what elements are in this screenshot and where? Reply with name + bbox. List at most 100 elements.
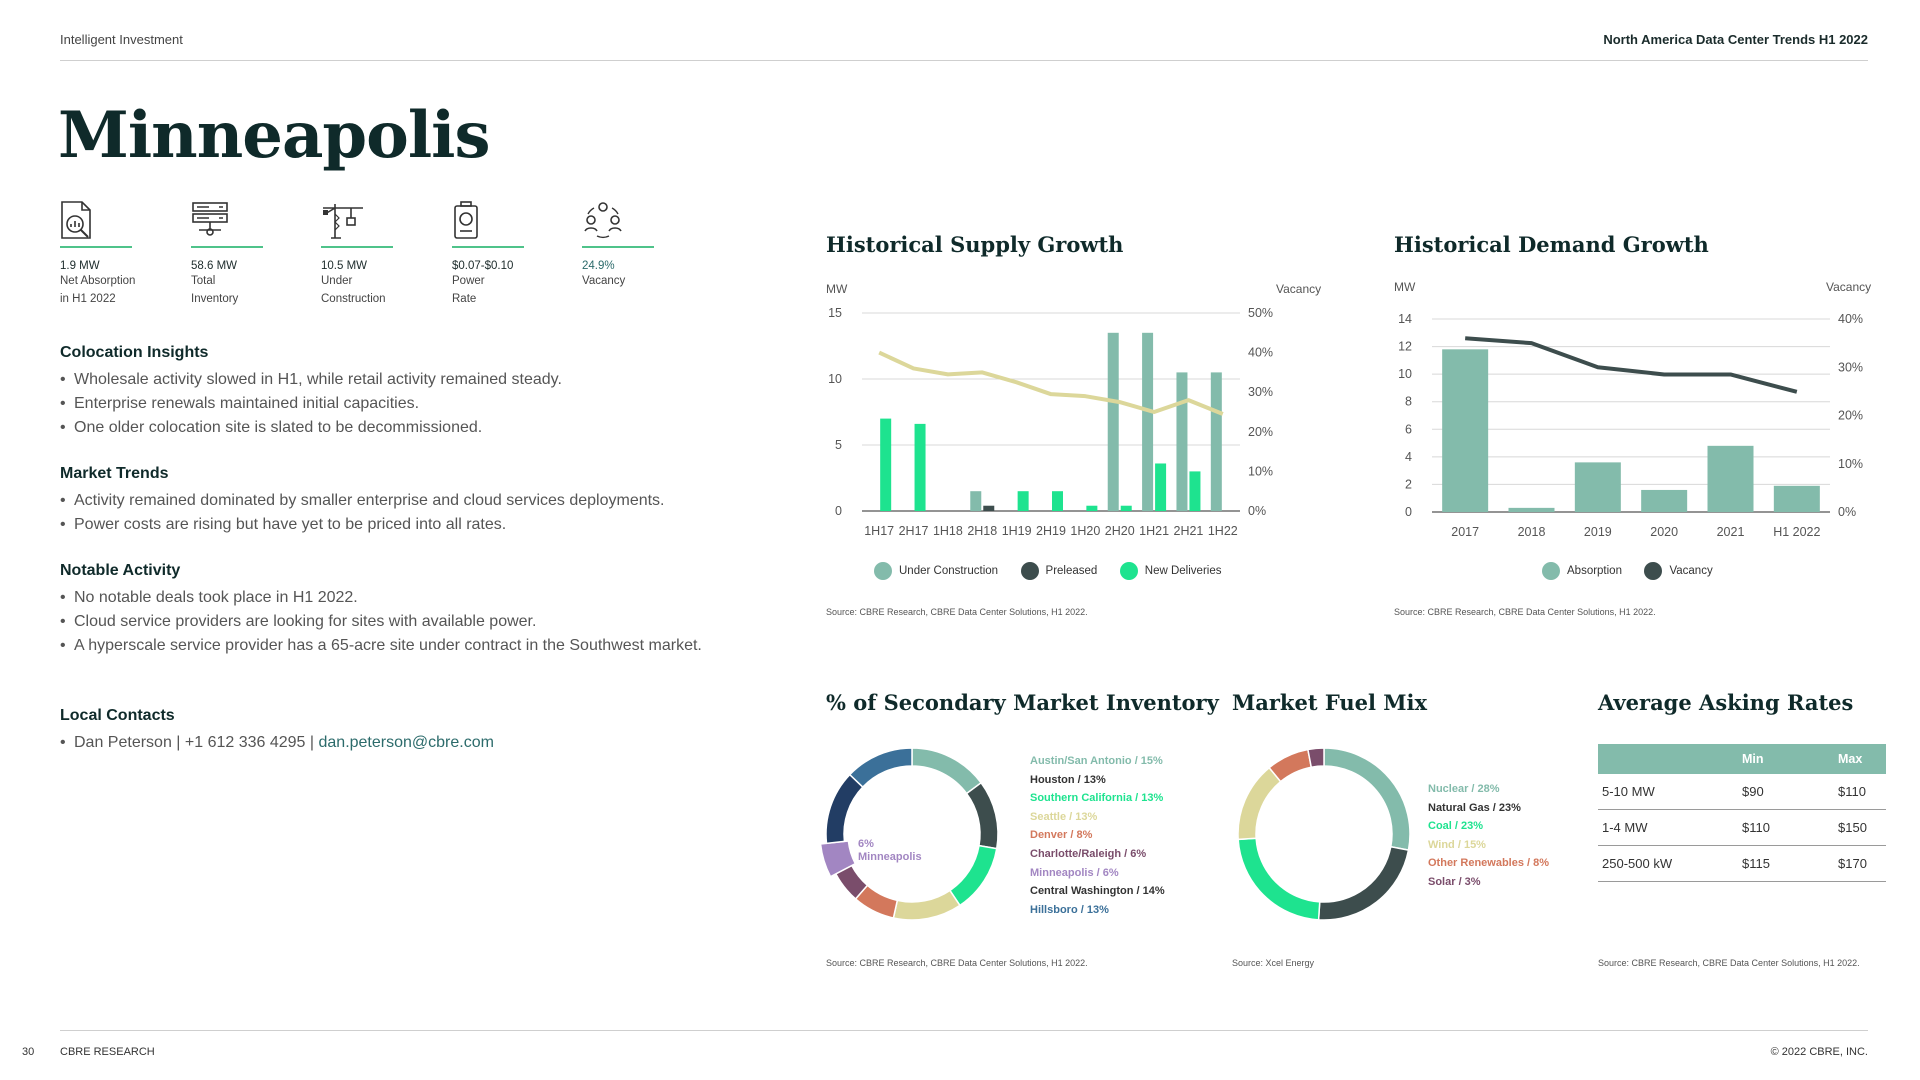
stat-under-construction: 10.5 MW Under Construction: [321, 200, 439, 308]
y-tick-label: 0: [835, 504, 842, 518]
stat-underline: [60, 246, 132, 248]
fuel-mix-source: Source: Xcel Energy: [1232, 958, 1315, 968]
y2-tick-label: 30%: [1838, 360, 1863, 374]
table-row: 250-500 kW $115 $170: [1598, 845, 1886, 882]
legend-label: New Deliveries: [1144, 565, 1222, 577]
bar: [1155, 463, 1167, 511]
legend-item: Under Construction: [874, 562, 998, 580]
donut-legend-label: Minneapolis / 6%: [1030, 866, 1119, 879]
page-number: 30: [22, 1046, 35, 1058]
legend-swatch: [1119, 562, 1138, 580]
stat-underline: [452, 246, 524, 248]
stat-label: Vacancy: [582, 275, 626, 287]
stat-label: Under: [321, 275, 353, 287]
donut-slice: [1237, 766, 1282, 841]
donut-slice: [911, 747, 983, 795]
donut-legend-label: Houston / 13%: [1030, 773, 1106, 786]
notable-activity-section: Notable Activity No notable deals took p…: [60, 562, 760, 658]
bar: [983, 505, 995, 511]
contact-email-link[interactable]: dan.peterson@cbre.com: [314, 734, 494, 751]
vacancy-line: [878, 350, 1224, 416]
y-tick-label: 10: [1398, 367, 1412, 381]
supply-chart: 0 5 10 15 0% 10% 20% 30% 40% 50% 1H17 2H17 1H18 2H18 1…: [828, 306, 1273, 538]
contact-info: Dan Peterson | +1 612 336 4295 |: [74, 734, 315, 751]
y-tick-label: 14: [1398, 312, 1412, 326]
supply-legend: Under Construction Preleased New Deliver…: [874, 562, 1239, 585]
bar: [1773, 485, 1820, 512]
donut-legend-label: Central Washington / 14%: [1030, 885, 1165, 898]
table-header-max: Max: [1832, 744, 1886, 774]
bar: [880, 418, 892, 511]
donut-legend-label: Southern California / 13%: [1030, 792, 1164, 805]
table-cell: 250-500 kW: [1598, 845, 1736, 882]
asking-rates-title: Average Asking Rates: [1598, 690, 1854, 715]
list-item: Activity remained dominated by smaller e…: [60, 489, 760, 513]
bar: [1442, 349, 1489, 512]
fuel-mix-chart-title: Market Fuel Mix: [1232, 690, 1428, 715]
demand-y2-axis-label: Vacancy: [1826, 280, 1872, 294]
section-heading: Colocation Insights: [60, 344, 209, 361]
legend-label: Preleased: [1045, 565, 1098, 577]
bar: [1142, 332, 1154, 511]
list-item: No notable deals took place in H1 2022.: [60, 586, 760, 610]
header-divider: [60, 60, 1868, 61]
donut-legend-label: Hillsboro / 13%: [1030, 903, 1109, 916]
legend-swatch: [1644, 562, 1663, 580]
x-tick-label: H1 2022: [1773, 525, 1820, 539]
list-item: One older colocation site is slated to b…: [60, 416, 760, 440]
stat-label: in H1 2022: [60, 293, 116, 305]
x-tick-label: 1H20: [1070, 524, 1100, 538]
stat-label: Rate: [452, 293, 477, 305]
y-tick-label: 8: [1405, 395, 1412, 409]
x-tick-label: 1H17: [864, 524, 894, 538]
donut-slice: [848, 747, 913, 789]
supply-chart-title: Historical Supply Growth: [826, 232, 1124, 257]
stat-label: Power: [452, 275, 485, 287]
supply-y2-axis-label: Vacancy: [1276, 282, 1322, 296]
legend-item: New Deliveries: [1119, 562, 1222, 580]
list-item: Wholesale activity slowed in H1, while r…: [60, 368, 760, 392]
fuel-mix-donut: [1237, 747, 1411, 921]
absorption-report-icon: [60, 200, 104, 240]
y2-tick-label: 40%: [1838, 312, 1863, 326]
donut-slice: [1237, 837, 1321, 921]
table-cell: 1-4 MW: [1598, 809, 1736, 846]
donut-legend-label: Seattle / 13%: [1030, 810, 1098, 823]
report-section-label: Intelligent Investment: [60, 32, 183, 47]
section-heading: Local Contacts: [60, 707, 175, 724]
inventory-source: Source: CBRE Research, CBRE Data Center …: [826, 958, 1088, 968]
list-item: Cloud service providers are looking for …: [60, 610, 760, 634]
donut-legend-label: Nuclear / 28%: [1428, 783, 1500, 795]
list-item: Dan Peterson | +1 612 336 4295 | dan.pet…: [60, 731, 760, 755]
table-cell: $170: [1832, 845, 1886, 882]
donut-legend-label: Denver / 8%: [1030, 829, 1093, 842]
bar: [1176, 372, 1188, 511]
y2-tick-label: 30%: [1248, 385, 1273, 399]
vacancy-line: [1465, 336, 1798, 394]
table-cell: $90: [1736, 774, 1832, 810]
y-tick-label: 2: [1405, 477, 1412, 491]
stat-total-inventory: 58.6 MW Total Inventory: [191, 200, 309, 308]
legend-item: Vacancy: [1644, 562, 1713, 580]
stat-label: Construction: [321, 293, 386, 305]
donut-slice: [892, 889, 961, 921]
section-heading: Notable Activity: [60, 562, 181, 579]
donut-slice: [965, 781, 999, 850]
y-tick-label: 10: [828, 372, 842, 386]
fuel-mix-label-list: Nuclear / 28% Natural Gas / 23% Coal / 23%…: [1428, 780, 1549, 892]
bar: [1641, 489, 1688, 512]
list-item: Power costs are rising but have yet to b…: [60, 513, 760, 537]
report-title: North America Data Center Trends H1 2022: [1603, 32, 1868, 47]
y-tick-label: 5: [835, 438, 842, 452]
donut-legend-label: Coal / 23%: [1428, 820, 1484, 833]
bar: [914, 423, 926, 511]
inventory-chart-title: % of Secondary Market Inventory: [826, 690, 1219, 715]
x-tick-label: 2H19: [1036, 524, 1066, 538]
y2-tick-label: 10%: [1838, 457, 1863, 471]
asking-rates-table-wrap: Min Max 5-10 MW $90 $110 1-4 MW $110 $15…: [1598, 744, 1886, 882]
stat-label: Net Absorption: [60, 275, 136, 287]
vacancy-people-icon: [582, 200, 626, 240]
table-cell: 5-10 MW: [1598, 774, 1736, 810]
table-row: 1-4 MW $110 $150: [1598, 809, 1886, 846]
x-tick-label: 2018: [1518, 525, 1546, 539]
